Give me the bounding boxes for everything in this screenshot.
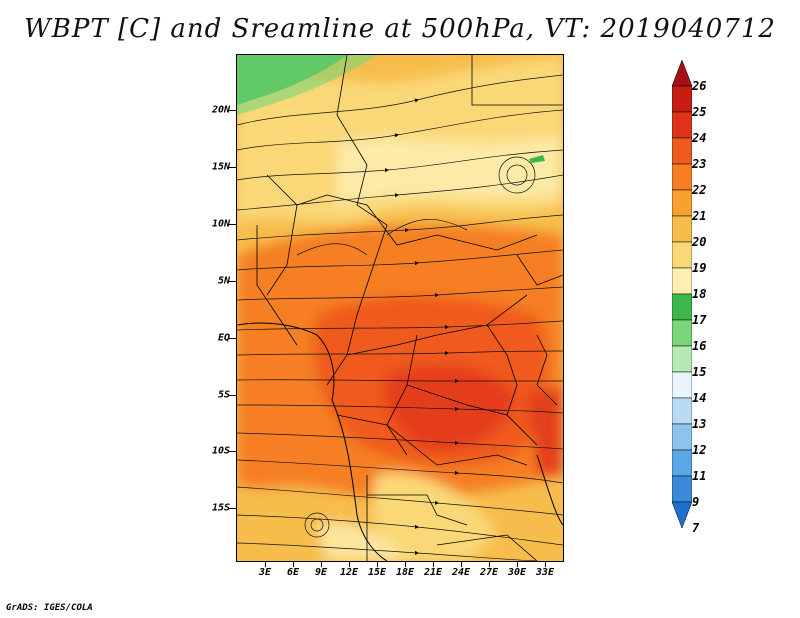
lon-label-3e: 3E [258, 567, 272, 578]
colorbar-label: 17 [692, 313, 707, 327]
colorbar-label: 19 [692, 261, 707, 275]
colorbar-top-arrow [672, 60, 692, 87]
colorbar-label: 23 [692, 157, 707, 171]
colorbar-box [672, 423, 692, 451]
lat-label-10s: 10S [211, 445, 230, 457]
map-svg [237, 55, 563, 561]
colorbar-label: 7 [692, 521, 700, 535]
green-patch [529, 155, 545, 163]
coastline [237, 322, 388, 561]
lat-label-15s: 15S [211, 502, 230, 514]
colorbar-label: 9 [692, 495, 700, 509]
lon-label-30e: 30E [507, 567, 527, 578]
lon-label-18e: 18E [395, 567, 415, 578]
wbpt-field [237, 55, 563, 561]
colorbar-box [672, 111, 692, 139]
colorbar-box [672, 163, 692, 191]
lat-tick [229, 395, 236, 396]
lon-tick [377, 562, 378, 567]
colorbar-label: 24 [692, 131, 707, 145]
lon-tick [517, 562, 518, 567]
colorbar-label: 18 [692, 287, 707, 301]
colorbar-box [672, 319, 692, 347]
lon-label-6e: 6E [286, 567, 300, 578]
colorbar-label: 26 [692, 79, 707, 93]
colorbar-label: 22 [692, 183, 707, 197]
colorbar-box [672, 215, 692, 243]
colorbar-box [672, 267, 692, 295]
lat-tick [229, 167, 236, 168]
lon-tick [461, 562, 462, 567]
lon-label-9e: 9E [314, 567, 328, 578]
lon-label-15e: 15E [367, 567, 387, 578]
colorbar-label: 16 [692, 339, 707, 353]
lat-tick [229, 508, 236, 509]
lat-tick [229, 338, 236, 339]
lon-tick [321, 562, 322, 567]
colorbar-box [672, 137, 692, 165]
chart-title: WBPT [C] and Sreamline at 500hPa, VT: 20… [24, 14, 776, 44]
colorbar-box [672, 371, 692, 399]
east-coastline [536, 454, 563, 526]
colorbar-bottom-arrow [672, 501, 692, 529]
country-borders [256, 55, 563, 561]
cold-region-16 [237, 55, 377, 115]
colorbar-label: 25 [692, 105, 707, 119]
streamlines [237, 74, 563, 561]
lon-label-24e: 24E [451, 567, 471, 578]
lon-label-12e: 12E [339, 567, 359, 578]
lon-tick [349, 562, 350, 567]
credit-label: GrADS: IGES/COLA [6, 603, 93, 613]
colorbar-box [672, 189, 692, 217]
lon-label-27e: 27E [479, 567, 499, 578]
colorbar-box [672, 397, 692, 425]
colorbar-label: 15 [692, 365, 707, 379]
lat-label-20n: 20N [211, 104, 230, 116]
lon-tick [265, 562, 266, 567]
colorbar-box [672, 475, 692, 503]
lon-tick [489, 562, 490, 567]
lat-label-5n: 5N [217, 275, 230, 287]
colorbar-box [672, 241, 692, 269]
lon-tick [433, 562, 434, 567]
lon-tick [405, 562, 406, 567]
lat-tick [229, 224, 236, 225]
colorbar-label: 21 [692, 209, 707, 223]
colorbar-label: 13 [692, 417, 707, 431]
colorbar-box [672, 449, 692, 477]
lat-label-15n: 15N [211, 161, 230, 173]
colorbar-label: 14 [692, 391, 707, 405]
lat-tick [229, 110, 236, 111]
lon-tick [293, 562, 294, 567]
lon-tick [545, 562, 546, 567]
lon-label-21e: 21E [423, 567, 443, 578]
colorbar-label: 12 [692, 443, 707, 457]
colorbar-box [672, 293, 692, 321]
lat-label-eq: EQ [217, 332, 230, 344]
lat-tick [229, 281, 236, 282]
colorbar-box [672, 345, 692, 373]
colorbar [672, 60, 692, 529]
colorbar-label: 20 [692, 235, 707, 249]
map-panel [236, 54, 564, 562]
colorbar-label: 11 [692, 469, 707, 483]
lat-label-10n: 10N [211, 218, 230, 230]
colorbar-box [672, 85, 692, 113]
lat-tick [229, 451, 236, 452]
lat-label-5s: 5S [217, 389, 230, 401]
lon-label-33e: 33E [535, 567, 555, 578]
